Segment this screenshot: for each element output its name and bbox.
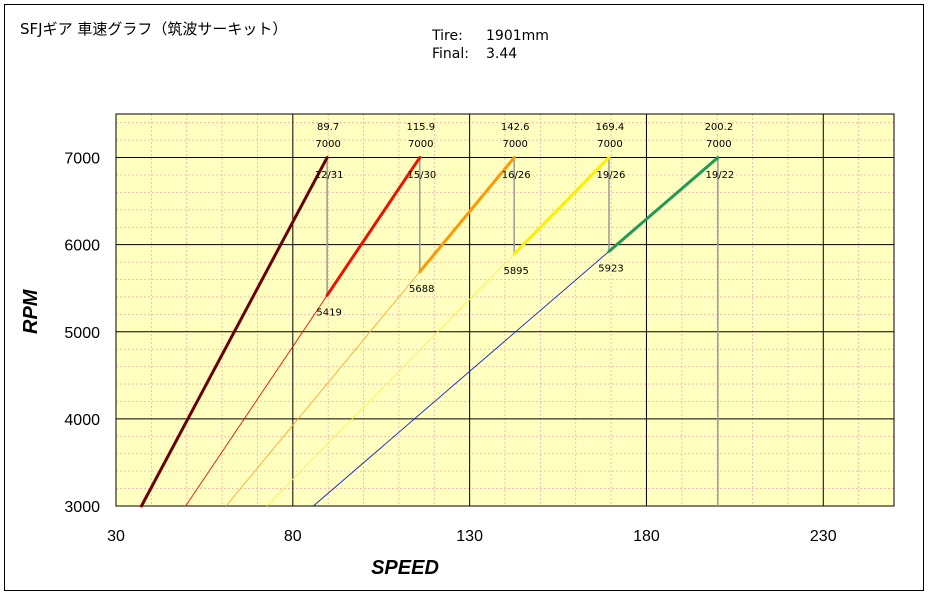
gear-ratio-label: 12/31 bbox=[315, 170, 344, 181]
shift-drop-rpm-label: 5895 bbox=[503, 266, 528, 277]
shift-speed-label: 142.6 bbox=[501, 122, 530, 133]
shift-annotations: 89.7 7000 12/31 5419 115.9 7000 15/30 5688 142.6… bbox=[315, 122, 735, 318]
shift-speed-label: 169.4 bbox=[596, 122, 625, 133]
shift-drop-rpm-label: 5923 bbox=[598, 263, 623, 274]
used-gear-segments bbox=[139, 156, 720, 508]
final-label: Final: bbox=[432, 46, 469, 62]
final-info: Final: 3.44 bbox=[432, 46, 549, 64]
chart-info: Tire: 1901mm Final: 3.44 bbox=[432, 28, 549, 64]
y-tick-label: 3000 bbox=[64, 499, 100, 516]
shift-rpm-label: 7000 bbox=[597, 139, 622, 150]
x-axis-title: SPEED bbox=[371, 557, 439, 579]
gear-segment-4 bbox=[512, 156, 611, 256]
shift-drop-rpm-label: 5688 bbox=[409, 284, 434, 295]
x-tick-label: 80 bbox=[284, 528, 302, 545]
y-tick-label: 7000 bbox=[64, 151, 100, 168]
x-tick-labels: 30 80 130 180 230 bbox=[107, 528, 837, 545]
shift-drop-lines bbox=[326, 157, 719, 506]
y-axis-title: RPM bbox=[20, 288, 42, 334]
shift-speed-label: 89.7 bbox=[317, 122, 339, 133]
x-tick-label: 230 bbox=[810, 528, 837, 545]
gear-segment-2 bbox=[325, 156, 422, 297]
final-value: 3.44 bbox=[486, 46, 518, 62]
chart-title: SFJギア 車速グラフ（筑波サーキット） bbox=[20, 20, 288, 38]
y-tick-label: 6000 bbox=[64, 238, 100, 255]
y-tick-label: 5000 bbox=[64, 325, 100, 342]
shift-speed-label: 115.9 bbox=[406, 122, 435, 133]
gear-ratio-label: 19/26 bbox=[597, 170, 626, 181]
gear-segment-3 bbox=[418, 156, 516, 274]
x-tick-label: 180 bbox=[633, 528, 660, 545]
shift-drop-rpm-label: 5419 bbox=[316, 307, 341, 318]
tire-label: Tire: bbox=[432, 28, 463, 44]
major-grid bbox=[115, 113, 895, 507]
tire-info: Tire: 1901mm bbox=[432, 28, 549, 46]
plot-border bbox=[115, 113, 895, 507]
gear-ratio-label: 15/30 bbox=[407, 170, 436, 181]
x-tick-label: 130 bbox=[456, 528, 483, 545]
shift-rpm-label: 7000 bbox=[502, 139, 527, 150]
y-tick-label: 4000 bbox=[64, 412, 100, 429]
tire-value: 1901mm bbox=[486, 28, 549, 44]
shift-rpm-label: 7000 bbox=[315, 139, 340, 150]
shift-speed-label: 200.2 bbox=[705, 122, 734, 133]
shift-rpm-label: 7000 bbox=[706, 139, 731, 150]
y-tick-labels: 3000 4000 5000 6000 7000 bbox=[64, 151, 100, 516]
gear-ratio-label: 16/26 bbox=[502, 170, 531, 181]
gear-ratio-label: 19/22 bbox=[705, 170, 734, 181]
shift-rpm-label: 7000 bbox=[408, 139, 433, 150]
x-tick-label: 30 bbox=[107, 528, 125, 545]
gear-segment-5 bbox=[607, 156, 720, 253]
gear-segment-1 bbox=[139, 156, 329, 508]
